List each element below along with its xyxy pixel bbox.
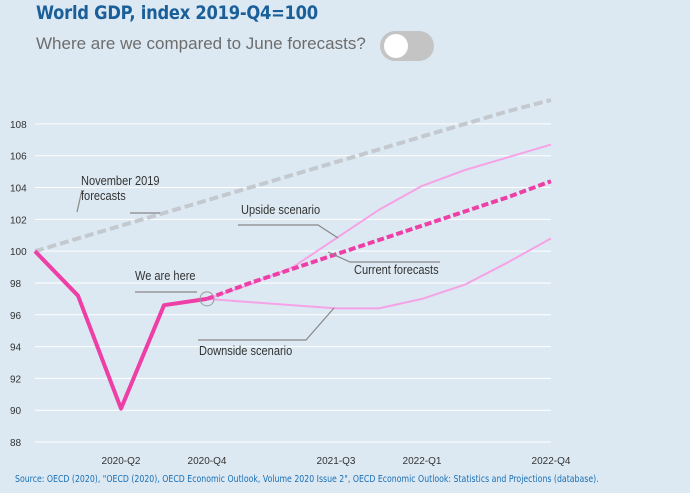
y-tick-label: 100 — [10, 247, 27, 258]
page-title: World GDP, index 2019-Q4=100 — [36, 2, 318, 24]
annotation-downside: Downside scenario — [199, 343, 292, 358]
source-note: Source: OECD (2020), "OECD (2020), OECD … — [15, 474, 599, 485]
annotation-upside: Upside scenario — [241, 202, 320, 217]
leader-downside — [198, 307, 335, 341]
leader-november — [76, 189, 83, 213]
x-tick-label: 2020-Q4 — [188, 456, 227, 467]
leader-current — [327, 251, 440, 263]
y-tick-label: 90 — [10, 406, 22, 417]
series-line-downside — [206, 237, 552, 310]
x-tick-label: 2022-Q4 — [532, 456, 571, 467]
annotation-november-2019: forecasts — [81, 188, 126, 203]
we-are-here-marker — [199, 291, 215, 307]
y-tick-label: 102 — [10, 215, 27, 226]
toggle-knob[interactable] — [384, 34, 408, 58]
y-tick-label: 106 — [10, 152, 27, 163]
y-tick-label: 94 — [10, 343, 22, 354]
annotation-we-are-here: We are here — [135, 268, 196, 283]
series-line-current — [206, 179, 552, 301]
y-tick-label: 108 — [10, 120, 27, 131]
x-tick-label: 2022-Q1 — [403, 456, 442, 467]
series-line-pre-covid — [34, 98, 552, 254]
scenario-toggle[interactable] — [380, 31, 434, 61]
x-tick-label: 2021-Q3 — [317, 456, 356, 467]
y-tick-label: 98 — [10, 279, 22, 290]
annotation-current: Current forecasts — [354, 262, 439, 277]
x-tick-label: 2020-Q2 — [102, 456, 141, 467]
series-line-actual — [33, 249, 208, 411]
annotation-november-2019: November 2019 — [81, 173, 160, 188]
subtitle-question: Where are we compared to June forecasts? — [36, 34, 366, 53]
y-tick-label: 88 — [10, 438, 22, 449]
y-tick-label: 104 — [10, 184, 27, 195]
leader-upside — [238, 224, 339, 239]
y-tick-label: 92 — [10, 374, 22, 385]
y-tick-label: 96 — [10, 311, 22, 322]
